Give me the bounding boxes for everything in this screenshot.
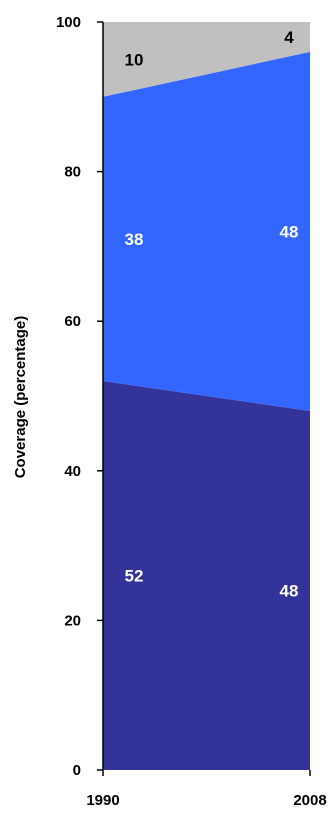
x-tick-label: 1990 bbox=[86, 792, 119, 809]
data-labels: 52 48 38 48 10 4 bbox=[125, 28, 299, 601]
y-tick-label: 100 bbox=[56, 14, 81, 31]
data-label: 38 bbox=[125, 230, 144, 249]
area-layers bbox=[103, 22, 310, 770]
data-label: 48 bbox=[280, 222, 299, 241]
y-tick-label: 0 bbox=[73, 762, 81, 779]
x-tick-label: 2008 bbox=[293, 792, 326, 809]
data-label: 52 bbox=[125, 567, 144, 586]
y-tick-label: 40 bbox=[64, 463, 81, 480]
data-label: 4 bbox=[284, 28, 294, 47]
y-axis-title: Coverage (percentage) bbox=[12, 316, 29, 479]
x-ticks: 1990 2008 bbox=[86, 770, 327, 809]
y-tick-label: 20 bbox=[64, 612, 81, 629]
y-tick-label: 60 bbox=[64, 313, 81, 330]
y-tick-label: 80 bbox=[64, 164, 81, 181]
area-layer-3 bbox=[103, 22, 310, 97]
data-label: 48 bbox=[280, 581, 299, 600]
area-layer-2 bbox=[103, 51, 310, 411]
area-layer-1 bbox=[103, 381, 310, 770]
data-label: 10 bbox=[125, 50, 144, 69]
y-ticks: 0 20 40 60 80 100 bbox=[56, 14, 103, 779]
